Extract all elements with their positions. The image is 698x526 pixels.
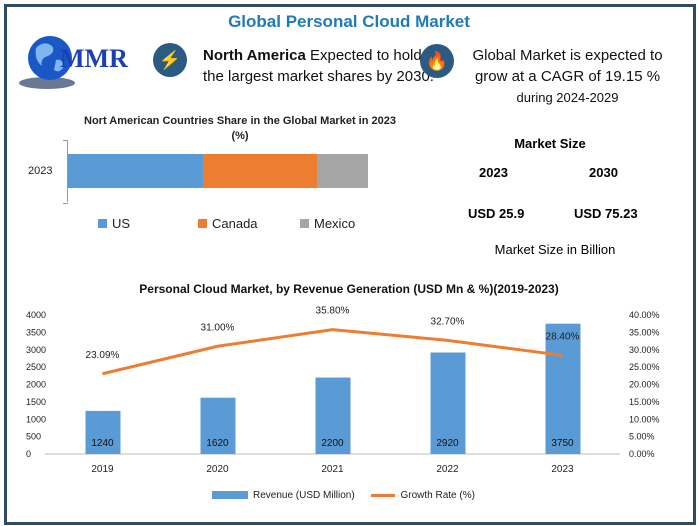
legend-canada-swatch — [198, 219, 207, 228]
legend-revenue: Revenue (USD Million) — [253, 490, 355, 501]
lightning-icon: ⚡ — [153, 43, 187, 77]
y2-tick-label: 20.00% — [629, 380, 660, 390]
share-segment-mexico — [317, 154, 368, 188]
y-tick-label: 1000 — [26, 414, 46, 424]
legend-mexico-swatch — [300, 219, 309, 228]
highlight-north-america: North America Expected to hold the large… — [203, 45, 434, 87]
page-title: Global Personal Cloud Market — [228, 12, 470, 31]
market-year-2030: 2030 — [589, 165, 618, 180]
legend-revenue-swatch — [212, 491, 248, 500]
highlight-line2: the largest market shares by 2030. — [203, 68, 434, 85]
share-axis-line — [63, 140, 68, 202]
market-size-title: Market Size — [514, 136, 586, 151]
x-tick-label: 2023 — [551, 464, 574, 475]
y2-tick-label: 5.00% — [629, 432, 655, 442]
revenue-bar — [200, 397, 236, 454]
share-segment-us — [68, 154, 203, 188]
y2-tick-label: 40.00% — [629, 310, 660, 320]
flame-icon: 🔥 — [420, 44, 454, 78]
highlight-bold: North America — [203, 47, 306, 64]
legend-growth: Growth Rate (%) — [400, 490, 475, 501]
cagr-line2: grow at a CAGR of 19.15 % — [474, 68, 661, 85]
revenue-bar — [545, 323, 581, 454]
logo-text: MMR — [60, 44, 128, 73]
mmr-logo: MMR — [12, 28, 142, 98]
highlight-cagr: Global Market is expected to grow at a C… — [465, 45, 670, 108]
revenue-legend: Revenue (USD Million) Growth Rate (%) — [212, 490, 475, 501]
y-tick-label: 3000 — [26, 345, 46, 355]
cagr-line1: Global Market is expected to — [472, 47, 663, 64]
share-legend: US Canada Mexico — [98, 216, 355, 231]
y-tick-label: 2000 — [26, 380, 46, 390]
y-tick-label: 500 — [26, 432, 41, 442]
share-axis — [63, 140, 68, 204]
growth-line — [102, 328, 563, 376]
revenue-chart-title: Personal Cloud Market, by Revenue Genera… — [139, 282, 559, 296]
y2-tick-label: 35.00% — [629, 327, 660, 337]
share-segment-canada — [203, 154, 317, 188]
y2-tick-label: 10.00% — [629, 414, 660, 424]
x-tick-label: 2019 — [91, 464, 114, 475]
legend-us: US — [112, 216, 131, 231]
revenue-chart: 0 500 1000 1500 2000 2500 3000 3500 4000 0.00% 5.0… — [26, 306, 660, 475]
revenue-bar — [85, 410, 121, 454]
revenue-data-label: 2200 — [321, 438, 344, 449]
y-tick-label: 4000 — [26, 310, 46, 320]
cagr-line3: during 2024-2029 — [516, 90, 619, 105]
growth-data-label: 28.40% — [546, 331, 580, 342]
legend-canada: Canada — [212, 216, 258, 231]
growth-data-label: 23.09% — [86, 350, 120, 361]
y2-tick-label: 30.00% — [629, 345, 660, 355]
x-tick-label: 2022 — [436, 464, 459, 475]
y-tick-label: 3500 — [26, 327, 46, 337]
y2-tick-label: 25.00% — [629, 362, 660, 372]
frame-border — [4, 4, 696, 525]
x-tick-label: 2021 — [321, 464, 344, 475]
legend-us-swatch — [98, 219, 107, 228]
y-tick-label: 1500 — [26, 397, 46, 407]
share-stacked-bar — [68, 154, 368, 188]
market-size-unit: Market Size in Billion — [494, 242, 616, 257]
market-year-2023: 2023 — [479, 165, 508, 180]
revenue-data-label: 3750 — [551, 438, 574, 449]
growth-data-label: 32.70% — [431, 316, 465, 327]
y-tick-label: 2500 — [26, 362, 46, 372]
revenue-bar — [315, 377, 351, 454]
revenue-data-label: 1620 — [206, 438, 229, 449]
legend-growth-swatch — [371, 493, 396, 497]
growth-data-label: 35.80% — [316, 306, 350, 317]
x-tick-label: 2020 — [206, 464, 229, 475]
highlight-line1: Expected to hold — [305, 47, 422, 64]
market-value-2023: USD 25.9 — [468, 206, 525, 221]
growth-data-label: 31.00% — [201, 322, 235, 333]
legend-mexico: Mexico — [314, 216, 356, 231]
revenue-data-label: 2920 — [436, 438, 459, 449]
share-chart-title: Nort American Countries Share in the Glo… — [84, 115, 396, 142]
y-tick-label: 0 — [26, 449, 31, 459]
revenue-bar — [430, 352, 466, 454]
revenue-data-label: 1240 — [91, 438, 114, 449]
y2-tick-label: 15.00% — [629, 397, 660, 407]
market-value-2030: USD 75.23 — [574, 206, 638, 221]
y2-tick-label: 0.00% — [629, 449, 655, 459]
share-category-label: 2023 — [28, 165, 53, 177]
